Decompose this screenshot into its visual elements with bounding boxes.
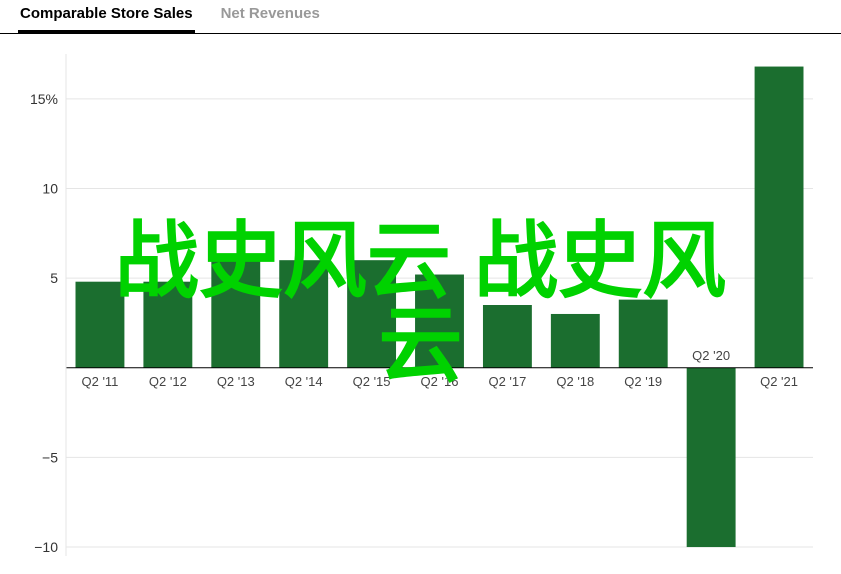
bar — [551, 314, 600, 368]
chart-container: −10 −5 5 10 15% Q2 '11 Q2 '12 Q2 '13 Q2 '14 Q2 '1… — [18, 44, 823, 564]
bar — [619, 300, 668, 368]
y-tick-label: 5 — [50, 270, 58, 286]
bar — [755, 67, 804, 368]
x-tick-label: Q2 '14 — [285, 374, 323, 389]
x-tick-label: Q2 '11 — [81, 374, 118, 389]
y-tick-label: −5 — [42, 449, 58, 465]
tab-comparable-store-sales[interactable]: Comparable Store Sales — [18, 0, 195, 33]
tab-net-revenues[interactable]: Net Revenues — [219, 0, 322, 33]
y-tick-label: 15% — [30, 91, 58, 107]
x-tick-label: Q2 '18 — [556, 374, 594, 389]
bar — [483, 305, 532, 368]
y-tick-label: 10 — [42, 180, 58, 196]
x-tick-label: Q2 '20 — [692, 348, 730, 363]
x-tick-label: Q2 '21 — [760, 374, 798, 389]
x-tick-label: Q2 '17 — [488, 374, 526, 389]
bar-chart: −10 −5 5 10 15% Q2 '11 Q2 '12 Q2 '13 Q2 '14 Q2 '1… — [18, 44, 823, 564]
tab-bar: Comparable Store Sales Net Revenues — [0, 0, 841, 34]
y-tick-label: −10 — [34, 539, 58, 555]
watermark-line1: 战史风云 战史风 — [115, 214, 726, 308]
x-tick-label: Q2 '19 — [624, 374, 662, 389]
watermark-line2: 云 — [378, 298, 462, 392]
bar — [687, 368, 736, 547]
x-tick-label: Q2 '12 — [149, 374, 187, 389]
x-tick-label: Q2 '13 — [217, 374, 255, 389]
